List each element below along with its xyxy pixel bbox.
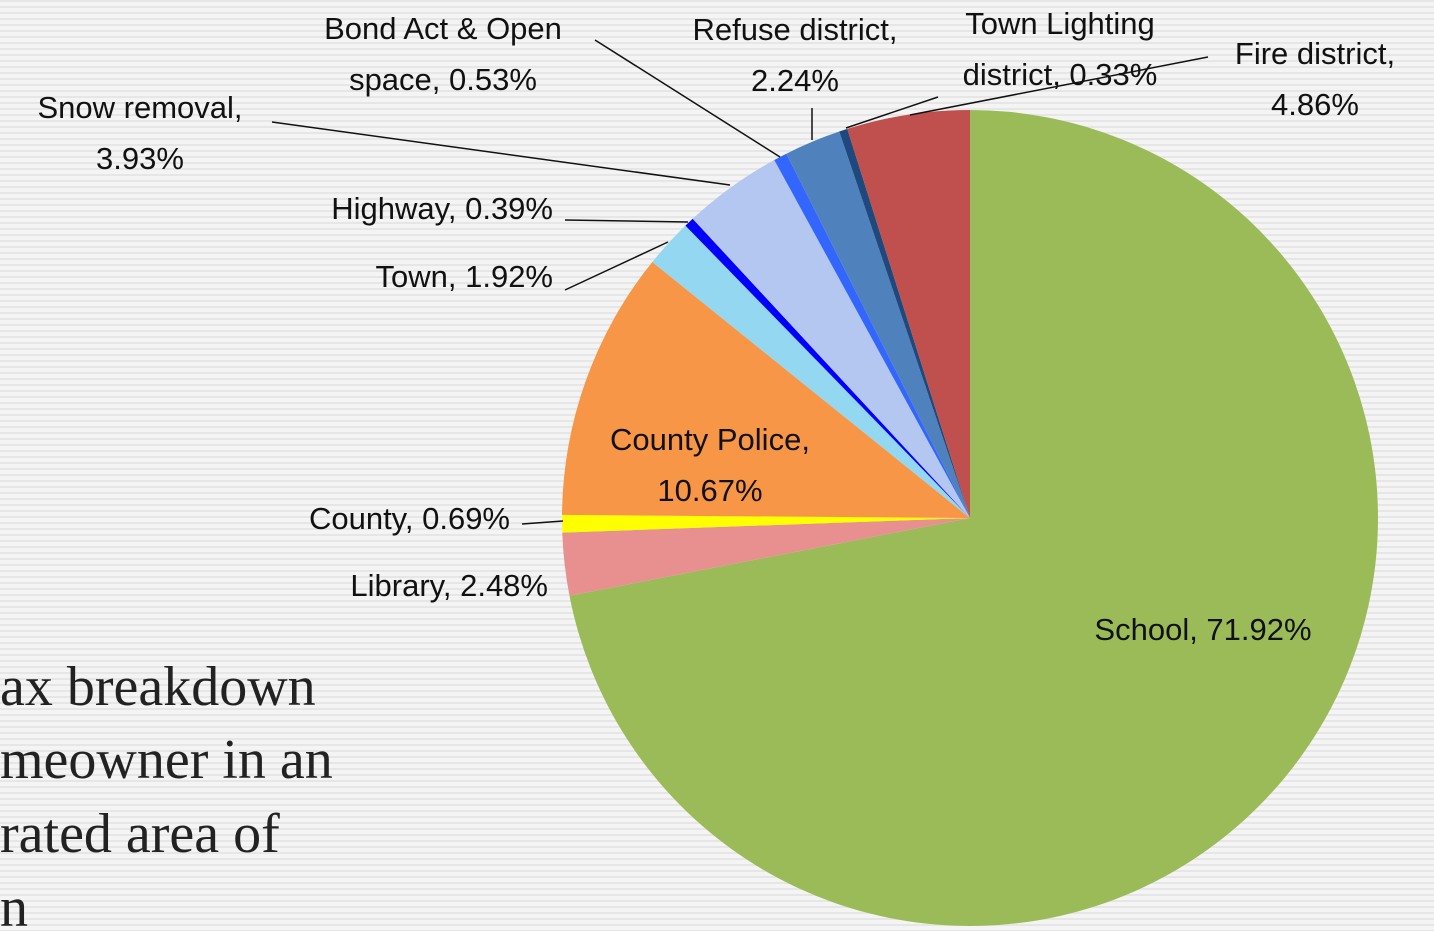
pie-slice	[569, 110, 1378, 926]
pie-slice	[839, 128, 970, 519]
data-label: Town Lighting	[965, 6, 1155, 41]
leader-line	[909, 56, 1209, 116]
pie-slice	[774, 153, 970, 518]
pie-slice	[562, 518, 970, 596]
data-label: 10.67%	[657, 473, 762, 508]
pie	[562, 110, 1378, 926]
data-label: Fire district,	[1235, 36, 1395, 71]
pie-slice	[685, 218, 970, 518]
data-label: County Police,	[610, 422, 810, 457]
slide-line: n	[0, 877, 28, 931]
leader-line	[845, 96, 939, 129]
labels: School, 71.92% Library, 2.48% County, 0.69…	[37, 6, 1395, 647]
data-label: County, 0.69%	[309, 501, 510, 536]
data-label: 3.93%	[96, 141, 184, 176]
slide-line: rated area of	[0, 803, 280, 865]
data-label: space, 0.53%	[349, 62, 537, 97]
data-label: Snow removal,	[37, 90, 242, 125]
leader-line	[564, 241, 669, 291]
leader-line	[271, 121, 731, 186]
slide-line: meowner in an	[0, 729, 333, 791]
pie-slice	[562, 514, 970, 533]
data-label: district, 0.33%	[963, 57, 1158, 92]
slide-text: ax breakdown meowner in an rated area of n	[0, 656, 333, 931]
data-label: Refuse district,	[692, 12, 897, 47]
data-label: 2.24%	[751, 63, 839, 98]
slide-line: ax breakdown	[0, 656, 316, 718]
pie-slice	[847, 110, 970, 518]
data-label: Library, 2.48%	[350, 568, 548, 603]
leader-line	[564, 219, 689, 223]
pie-slice	[786, 131, 970, 519]
pie-slice	[562, 262, 970, 518]
data-label: School, 71.92%	[1094, 612, 1311, 647]
leader-line	[521, 520, 564, 525]
data-label: Bond Act & Open	[324, 11, 562, 46]
pie-slice	[692, 160, 970, 518]
data-label: 4.86%	[1271, 87, 1359, 122]
leader-line	[594, 39, 781, 158]
pie-slice	[652, 225, 970, 518]
data-label: Town, 1.92%	[376, 259, 554, 294]
data-label: Highway, 0.39%	[331, 191, 553, 226]
